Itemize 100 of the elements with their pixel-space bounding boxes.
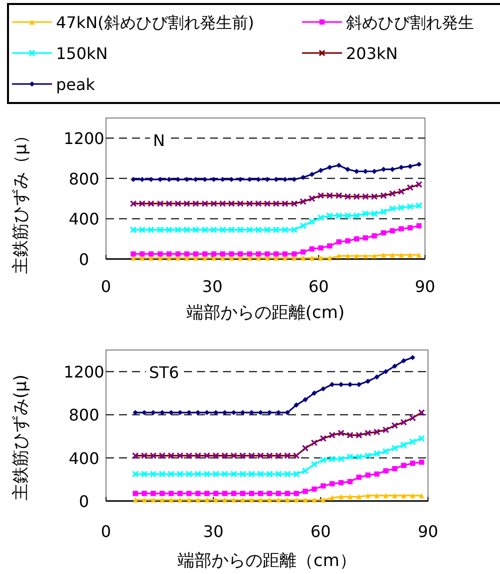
point <box>222 497 228 503</box>
legend-label: 斜めひび割れ発生 <box>346 13 474 32</box>
point <box>192 226 200 234</box>
point <box>168 497 174 503</box>
point <box>255 226 262 234</box>
y-tick-label: 400 <box>68 210 100 229</box>
point <box>416 223 422 228</box>
point <box>201 226 208 234</box>
point <box>398 204 405 212</box>
point <box>373 450 380 457</box>
point <box>383 468 388 474</box>
point <box>380 252 386 258</box>
point <box>168 470 175 478</box>
point <box>222 410 228 416</box>
point <box>130 176 136 182</box>
point <box>338 456 344 462</box>
point <box>249 497 254 503</box>
point <box>210 226 218 234</box>
point <box>240 490 246 496</box>
y-tick-label: 800 <box>68 406 100 425</box>
point <box>284 410 290 416</box>
point <box>312 497 317 503</box>
point <box>150 490 156 496</box>
point <box>345 166 350 172</box>
point <box>142 497 147 503</box>
point <box>410 493 416 498</box>
point <box>302 497 308 503</box>
point <box>176 470 184 478</box>
point <box>374 493 380 498</box>
point <box>238 176 243 182</box>
point <box>327 255 332 261</box>
point <box>240 410 246 416</box>
point <box>312 390 317 396</box>
point <box>213 497 218 503</box>
point <box>346 453 354 460</box>
point <box>372 253 377 259</box>
point <box>406 203 414 210</box>
point <box>390 228 395 234</box>
point <box>302 467 309 474</box>
point <box>362 210 369 218</box>
point <box>398 164 404 170</box>
point <box>365 472 370 478</box>
point <box>249 410 254 416</box>
x-tick-label: 60 <box>308 277 329 296</box>
point <box>160 490 165 496</box>
point <box>344 212 352 220</box>
point <box>264 176 270 182</box>
point <box>392 364 398 369</box>
point <box>408 225 413 230</box>
x-tick-label: 90 <box>414 277 436 296</box>
point <box>220 251 226 257</box>
point <box>354 253 360 259</box>
point <box>264 226 271 234</box>
point <box>317 214 324 222</box>
point <box>256 251 262 257</box>
point <box>356 382 362 388</box>
point <box>302 488 308 494</box>
point <box>204 410 210 416</box>
point <box>236 226 244 234</box>
point <box>228 251 234 257</box>
point <box>276 490 282 496</box>
point <box>374 374 380 380</box>
y-tick-label: 1200 <box>64 362 104 382</box>
point <box>388 205 396 212</box>
point <box>282 251 288 257</box>
point <box>300 174 306 180</box>
point <box>390 252 395 258</box>
point <box>274 251 279 257</box>
point <box>186 470 192 478</box>
y-tick-label: 1200 <box>64 129 104 148</box>
point <box>320 386 326 392</box>
point <box>398 226 404 232</box>
point <box>132 410 138 416</box>
point <box>202 251 208 257</box>
point <box>400 442 408 448</box>
point <box>132 497 138 503</box>
point <box>382 448 390 455</box>
point <box>272 226 280 234</box>
point <box>158 470 166 478</box>
point <box>318 168 324 173</box>
point <box>372 233 377 238</box>
point <box>246 251 252 257</box>
point <box>266 490 272 496</box>
y-axis-title: 主鉄筋ひずみ(μ) <box>11 374 31 501</box>
point <box>213 410 218 416</box>
point <box>418 435 425 442</box>
point <box>276 497 282 503</box>
point <box>330 382 335 388</box>
point <box>309 255 315 261</box>
point <box>320 497 326 503</box>
point <box>168 410 174 416</box>
point <box>239 470 246 478</box>
x-tick-label: 30 <box>203 522 224 541</box>
point <box>380 208 387 216</box>
point <box>204 490 210 496</box>
x-tick-label: 30 <box>202 277 223 296</box>
point <box>302 397 308 402</box>
point <box>320 483 326 488</box>
x-tick-label: 60 <box>310 522 331 541</box>
point <box>231 490 236 496</box>
